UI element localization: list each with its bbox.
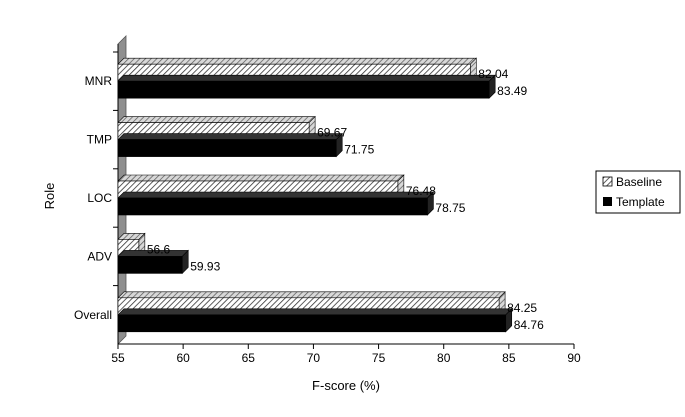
data-label-template: 71.75 [344, 143, 374, 157]
legend-label-baseline: Baseline [616, 175, 662, 189]
x-tick-label: 60 [176, 351, 190, 365]
x-axis-title: F-score (%) [312, 378, 380, 393]
legend: Baseline Template [595, 170, 681, 214]
x-tick-label: 65 [242, 351, 256, 365]
x-tick-label: 75 [372, 351, 386, 365]
legend-swatch-baseline [602, 176, 613, 187]
bar-template [117, 132, 343, 158]
y-tick-label: LOC [87, 191, 112, 205]
y-tick-label: TMP [87, 133, 112, 147]
x-tick-label: 80 [437, 351, 451, 365]
data-label-template: 59.93 [190, 259, 220, 273]
y-axis-title: Role [42, 183, 57, 210]
x-tick-label: 90 [567, 351, 581, 365]
bar-template [117, 74, 496, 99]
data-label-template: 78.75 [435, 201, 465, 215]
legend-label-template: Template [616, 195, 665, 209]
bar-template [117, 191, 435, 216]
data-label-baseline: 76.48 [406, 184, 436, 198]
data-label-template: 84.76 [514, 318, 544, 332]
y-tick-label: Overall [74, 308, 112, 322]
bar-template [117, 249, 189, 275]
data-label-baseline: 56.6 [147, 242, 171, 256]
bar-template [117, 308, 513, 333]
data-label-template: 83.49 [497, 84, 527, 98]
data-label-baseline: 82.04 [478, 67, 508, 81]
x-tick-label: 55 [111, 351, 125, 365]
legend-swatch-template [603, 197, 612, 206]
y-tick-label: MNR [85, 74, 113, 88]
y-tick-label: ADV [87, 249, 112, 263]
data-label-baseline: 84.25 [507, 301, 537, 315]
x-tick-label: 70 [307, 351, 321, 365]
x-tick-label: 85 [502, 351, 516, 365]
data-label-baseline: 69.67 [317, 126, 347, 140]
